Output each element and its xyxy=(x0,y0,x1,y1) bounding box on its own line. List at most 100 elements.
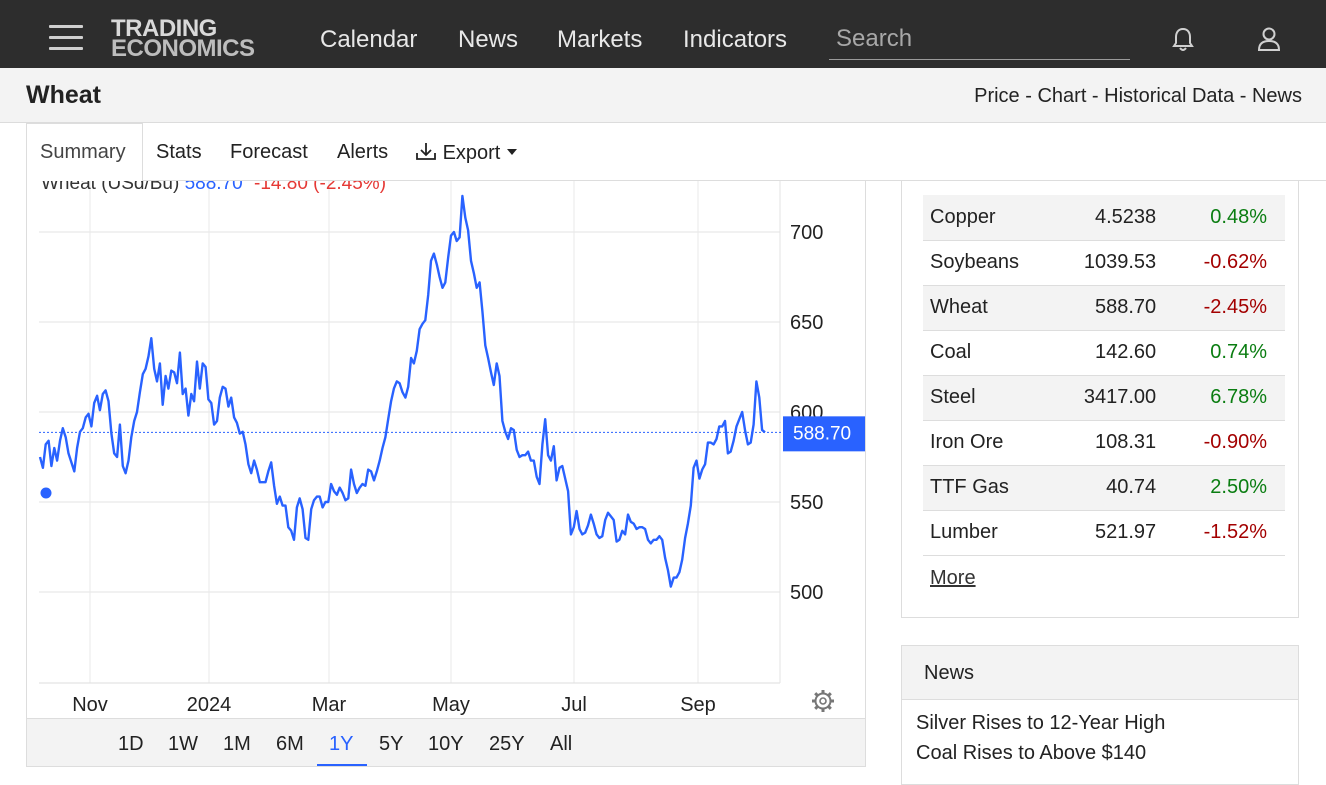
tab-bar: Summary Stats Forecast Alerts Export xyxy=(26,123,1326,181)
market-row[interactable]: Wheat 588.70 -2.45% xyxy=(923,285,1285,331)
crumb-price[interactable]: Price xyxy=(974,85,1020,107)
market-name[interactable]: Steel xyxy=(923,375,1053,421)
tab-summary-box xyxy=(26,123,143,181)
market-value: 108.31 xyxy=(1052,420,1175,466)
legend-name: Wheat (USd/Bu) xyxy=(41,181,180,194)
download-icon xyxy=(416,143,436,160)
title-bar: Wheat Price - Chart - Historical Data - … xyxy=(0,68,1326,123)
market-value: 1039.53 xyxy=(1052,240,1175,286)
nav-markets[interactable]: Markets xyxy=(557,26,643,53)
market-change: -2.45% xyxy=(1174,285,1285,331)
markets-table: Copper 4.5238 0.48% Soybeans 1039.53 -0.62% Wh… xyxy=(923,195,1285,556)
market-value: 4.5238 xyxy=(1052,195,1175,241)
menu-icon[interactable] xyxy=(49,25,83,51)
logo-line1: TRADING xyxy=(111,15,217,42)
last-price-label: 588.70 xyxy=(793,423,851,444)
crumb-historical-data[interactable]: Historical Data xyxy=(1104,85,1235,107)
news-item[interactable]: Coal Rises to Above $140 xyxy=(916,742,1147,764)
search-input[interactable] xyxy=(829,22,1130,56)
crumb-news[interactable]: News xyxy=(1251,85,1302,107)
market-change: 6.78% xyxy=(1174,375,1285,421)
x-tick-label: Jul xyxy=(561,694,587,716)
market-change: 0.48% xyxy=(1174,195,1285,241)
top-navbar: TRADING ECONOMICS Calendar News Markets … xyxy=(0,0,1326,68)
range-25y[interactable]: 25Y xyxy=(489,733,525,755)
export-label: Export xyxy=(442,142,501,164)
range-selector: 1D 1W 1M 6M 1Y 5Y 10Y 25Y All xyxy=(27,718,865,766)
market-value: 521.97 xyxy=(1052,510,1175,556)
y-tick-label: 550 xyxy=(790,492,823,514)
market-change: 0.74% xyxy=(1174,330,1285,376)
settings-gear-icon[interactable] xyxy=(812,690,834,712)
caret-down-icon xyxy=(506,149,517,155)
market-row[interactable]: Coal 142.60 0.74% xyxy=(923,330,1285,376)
market-row[interactable]: Copper 4.5238 0.48% xyxy=(923,195,1285,241)
y-tick-label: 700 xyxy=(790,222,823,244)
logo[interactable]: TRADING ECONOMICS xyxy=(111,15,276,62)
market-value: 40.74 xyxy=(1052,465,1175,511)
x-tick-label: May xyxy=(432,694,470,716)
export-button[interactable]: Export xyxy=(415,141,518,165)
market-change: -0.62% xyxy=(1174,240,1285,286)
market-row[interactable]: Iron Ore 108.31 -0.90% xyxy=(923,420,1285,466)
tab-stats[interactable]: Stats xyxy=(156,141,202,163)
market-value: 588.70 xyxy=(1052,285,1175,331)
bell-icon[interactable] xyxy=(1168,24,1198,54)
y-tick-label: 650 xyxy=(790,312,823,334)
tab-summary[interactable]: Summary xyxy=(40,141,126,163)
more-link[interactable]: More xyxy=(930,567,976,589)
series-start-marker xyxy=(40,487,52,499)
user-icon[interactable] xyxy=(1254,24,1284,54)
x-tick-label: 2024 xyxy=(187,694,232,716)
range-1w[interactable]: 1W xyxy=(168,733,198,755)
nav-indicators[interactable]: Indicators xyxy=(683,26,788,53)
market-change: 2.50% xyxy=(1174,465,1285,511)
tab-forecast[interactable]: Forecast xyxy=(230,141,308,163)
nav-news[interactable]: News xyxy=(458,26,519,53)
logo-line2: ECONOMICS xyxy=(111,35,255,62)
market-row[interactable]: Steel 3417.00 6.78% xyxy=(923,375,1285,421)
range-1y[interactable]: 1Y xyxy=(329,733,354,755)
range-1d[interactable]: 1D xyxy=(118,733,144,755)
news-heading: News xyxy=(902,646,1298,700)
nav-calendar[interactable]: Calendar xyxy=(320,26,418,53)
market-row[interactable]: Soybeans 1039.53 -0.62% xyxy=(923,240,1285,286)
range-6m[interactable]: 6M xyxy=(276,733,304,755)
page-title: Wheat xyxy=(26,81,101,109)
market-name[interactable]: Wheat xyxy=(923,285,1053,331)
market-row[interactable]: TTF Gas 40.74 2.50% xyxy=(923,465,1285,511)
market-change: -1.52% xyxy=(1174,510,1285,556)
markets-panel: Copper 4.5238 0.48% Soybeans 1039.53 -0.62% Wh… xyxy=(901,181,1299,618)
market-change: -0.90% xyxy=(1174,420,1285,466)
legend-price: 588.70 xyxy=(184,181,243,194)
market-name[interactable]: Copper xyxy=(923,195,1053,241)
tab-alerts[interactable]: Alerts xyxy=(337,141,389,163)
x-tick-label: Sep xyxy=(680,694,716,716)
news-panel: News Silver Rises to 12-Year High Coal R… xyxy=(901,645,1299,785)
market-name[interactable]: Iron Ore xyxy=(923,420,1053,466)
range-all[interactable]: All xyxy=(550,733,573,755)
range-5y[interactable]: 5Y xyxy=(379,733,404,755)
x-tick-label: Mar xyxy=(312,694,347,716)
market-value: 142.60 xyxy=(1052,330,1175,376)
last-price-tag xyxy=(783,416,865,452)
breadcrumb: Price - Chart - Historical Data - News xyxy=(974,85,1302,107)
market-name[interactable]: Coal xyxy=(923,330,1053,376)
market-name[interactable]: Soybeans xyxy=(923,240,1053,286)
news-item[interactable]: Silver Rises to 12-Year High xyxy=(916,712,1166,734)
y-tick-label: 500 xyxy=(790,582,823,604)
range-10y[interactable]: 10Y xyxy=(428,733,464,755)
chart-panel: Nov 2024 Mar May Jul Sep 500 550 600 650 700 588.… xyxy=(26,181,866,767)
market-name[interactable]: Lumber xyxy=(923,510,1053,556)
crumb-chart[interactable]: Chart xyxy=(1037,85,1087,107)
chart-legend: Wheat (USd/Bu) 588.70 -14.80 (-2.45%) xyxy=(41,181,386,195)
wheat-price-line xyxy=(38,194,766,588)
x-tick-label: Nov xyxy=(72,694,108,716)
range-1m[interactable]: 1M xyxy=(223,733,251,755)
market-row[interactable]: Lumber 521.97 -1.52% xyxy=(923,510,1285,556)
market-value: 3417.00 xyxy=(1052,375,1175,421)
search-box xyxy=(829,22,1130,60)
active-range-indicator xyxy=(317,764,367,766)
market-name[interactable]: TTF Gas xyxy=(923,465,1053,511)
